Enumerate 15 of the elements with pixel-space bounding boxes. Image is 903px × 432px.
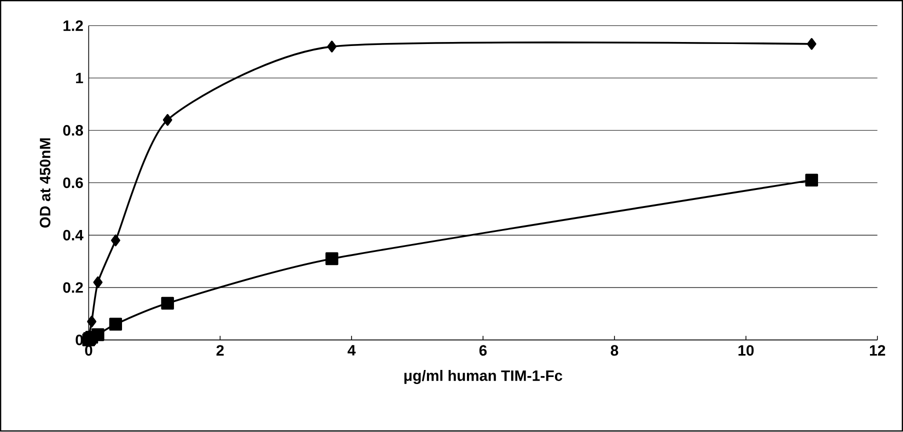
y-axis-title: OD at 450nM — [40, 138, 50, 228]
x-tick-label: 2 — [216, 345, 224, 356]
y-tick-label: 0.6 — [63, 178, 83, 188]
y-tick-label: 1 — [76, 73, 84, 84]
x-tick-label: 10 — [738, 345, 754, 356]
y-tick-label: 0.4 — [63, 230, 84, 241]
x-tick-label: 12 — [870, 345, 886, 356]
x-tick-label: 8 — [610, 345, 618, 356]
x-tick-label: 6 — [479, 345, 487, 356]
y-tick-label: 0.8 — [63, 125, 84, 136]
y-tick-label: 0.2 — [63, 282, 83, 294]
x-tick-label: 4 — [348, 345, 356, 356]
y-tick-label: 0 — [76, 334, 83, 346]
y-tick-label: 1.2 — [64, 20, 83, 32]
x-axis-title: μg/ml human TIM-1-Fc — [404, 370, 562, 384]
